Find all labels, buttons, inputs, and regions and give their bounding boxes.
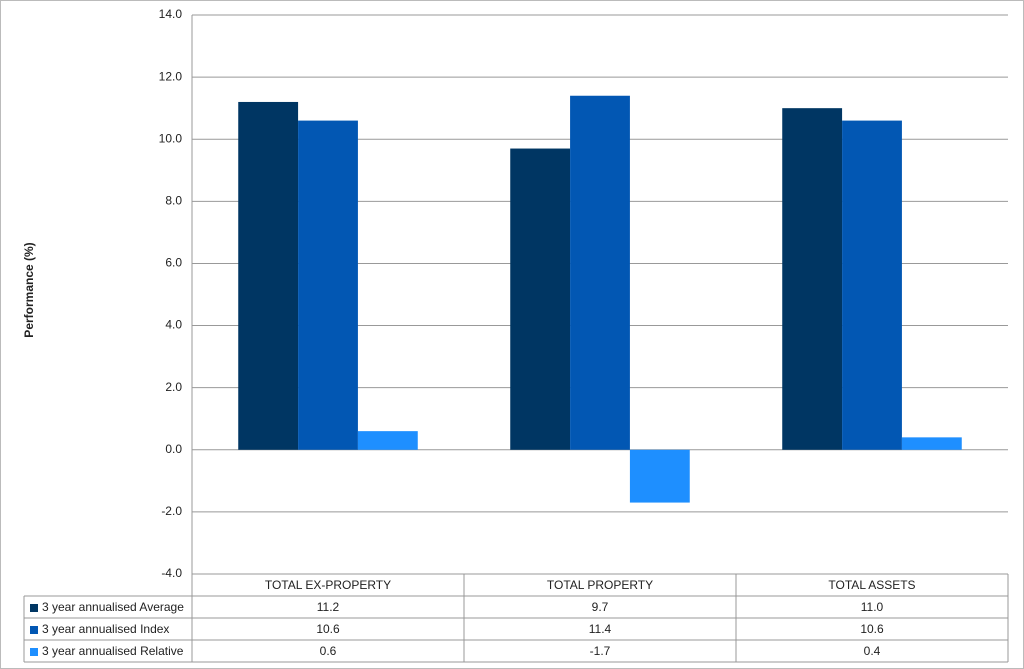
bar xyxy=(357,431,418,450)
table-value: 0.6 xyxy=(320,644,337,658)
y-axis-label: Performance (%) xyxy=(22,242,36,337)
bar xyxy=(901,437,962,450)
x-tick-label: TOTAL ASSETS xyxy=(828,578,915,592)
y-tick-label: 4.0 xyxy=(165,318,182,332)
y-tick-label: 12.0 xyxy=(159,69,183,83)
table-value: 11.0 xyxy=(861,600,884,614)
legend-key xyxy=(30,648,38,656)
table-value: 9.7 xyxy=(592,600,609,614)
legend-label: 3 year annualised Average xyxy=(42,600,184,614)
bar xyxy=(570,95,630,450)
table-value: -1.7 xyxy=(590,644,611,658)
bar xyxy=(629,449,690,503)
legend-key xyxy=(30,626,38,634)
x-tick-label: TOTAL PROPERTY xyxy=(547,578,653,592)
bar xyxy=(238,101,299,450)
table-value: 10.6 xyxy=(860,622,884,636)
bar xyxy=(782,108,843,450)
x-tick-label: TOTAL EX-PROPERTY xyxy=(265,578,391,592)
table-value: 11.2 xyxy=(317,600,340,614)
legend-key xyxy=(30,604,38,612)
table-value: 10.6 xyxy=(316,622,340,636)
y-tick-label: -4.0 xyxy=(161,566,182,580)
legend-label: 3 year annualised Index xyxy=(42,622,169,636)
y-tick-label: 2.0 xyxy=(165,380,182,394)
y-tick-label: 6.0 xyxy=(165,256,182,270)
y-tick-label: 10.0 xyxy=(159,131,183,145)
y-tick-label: -2.0 xyxy=(161,504,182,518)
y-tick-label: 8.0 xyxy=(165,194,182,208)
table-value: 11.4 xyxy=(589,622,612,636)
y-tick-label: 0.0 xyxy=(165,442,182,456)
table-value: 0.4 xyxy=(864,644,881,658)
bar xyxy=(842,120,902,450)
legend-label: 3 year annualised Relative xyxy=(42,644,184,658)
y-tick-label: 14.0 xyxy=(159,7,183,21)
bar xyxy=(298,120,358,450)
bar xyxy=(510,148,571,450)
